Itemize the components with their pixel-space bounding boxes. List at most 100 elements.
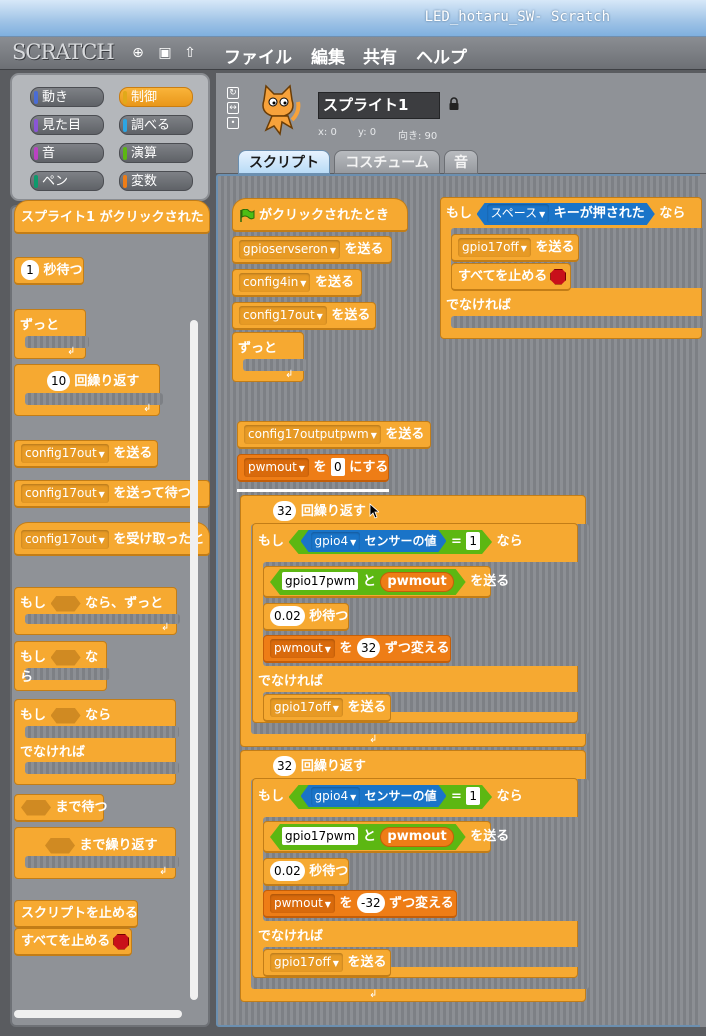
key-pressed-condition[interactable]: スペース ▼ キーが押された: [477, 203, 655, 225]
join-reporter[interactable]: gpio17pwm と pwmout: [270, 824, 466, 850]
equals-value-input[interactable]: 1: [466, 787, 480, 805]
equals-value-input[interactable]: 1: [466, 532, 480, 550]
sensor-dropdown[interactable]: gpio4 ▼: [311, 787, 361, 806]
broadcast-dropdown[interactable]: config4in ▼: [239, 273, 311, 292]
key-dropdown[interactable]: スペース ▼: [487, 204, 550, 223]
no-rotate-icon[interactable]: •: [227, 117, 239, 129]
palette-broadcast-and-wait[interactable]: config17out ▼ を送って待つ: [14, 480, 210, 508]
category-control[interactable]: 制御: [119, 87, 193, 107]
set-variable-block[interactable]: pwmout ▼ を 0 にする: [237, 454, 389, 482]
wait-block[interactable]: 0.02 秒待つ: [263, 603, 349, 631]
category-motion[interactable]: 動き: [30, 87, 104, 107]
broadcast-block[interactable]: gpio17off ▼ を送る: [263, 949, 391, 977]
sensor-value-reporter[interactable]: gpio4 ▼ センサーの値: [301, 785, 447, 807]
palette-broadcast[interactable]: config17out ▼ を送る: [14, 440, 158, 468]
join-reporter[interactable]: gpio17pwm と pwmout: [270, 569, 466, 595]
condition-slot[interactable]: [45, 837, 75, 854]
forever-block[interactable]: ずっと ↲: [232, 332, 307, 382]
change-value-input[interactable]: 32: [357, 638, 381, 658]
equals-condition[interactable]: gpio4 ▼ センサーの値 = 1: [289, 530, 493, 554]
category-operators[interactable]: 演算: [119, 143, 193, 163]
menu-help[interactable]: ヘルプ: [416, 48, 467, 68]
menu-file[interactable]: ファイル: [224, 48, 292, 68]
repeat-input[interactable]: 32: [273, 756, 297, 776]
repeat-input[interactable]: 10: [47, 371, 71, 391]
change-value-input[interactable]: -32: [357, 893, 385, 913]
variable-reporter[interactable]: pwmout: [380, 572, 453, 592]
palette-horizontal-scrollbar[interactable]: [14, 1010, 182, 1018]
palette-stop-all[interactable]: すべてを止める: [14, 928, 132, 956]
broadcast-dropdown[interactable]: gpioservseron ▼: [239, 240, 340, 259]
broadcast-dropdown[interactable]: gpio17off ▼: [270, 953, 343, 972]
variable-dropdown[interactable]: pwmout ▼: [270, 894, 335, 913]
broadcast-dropdown[interactable]: config17out ▼: [21, 444, 109, 463]
broadcast-block[interactable]: config17out ▼ を送る: [232, 302, 376, 330]
category-looks[interactable]: 見た目: [30, 115, 104, 135]
broadcast-dropdown[interactable]: config17out ▼: [21, 484, 109, 503]
category-pen[interactable]: ペン: [30, 171, 104, 191]
broadcast-block[interactable]: gpio17off ▼ を送る: [263, 694, 391, 722]
globe-icon[interactable]: ⊕: [132, 45, 144, 61]
sprite-name-field[interactable]: スプライト1: [318, 92, 440, 119]
palette-repeat[interactable]: 10 回繰り返す ↲: [14, 364, 163, 416]
condition-slot[interactable]: [50, 649, 81, 666]
join-text-input[interactable]: gpio17pwm: [282, 572, 358, 590]
palette-if-forever[interactable]: もし なら、ずっと ↲: [14, 587, 180, 635]
sprite-cat-thumbnail[interactable]: [252, 82, 302, 136]
palette-if-else[interactable]: もし なら でなければ: [14, 699, 179, 785]
lock-icon[interactable]: [448, 97, 460, 111]
condition-slot[interactable]: [21, 799, 51, 816]
category-sound[interactable]: 音: [30, 143, 104, 163]
condition-slot[interactable]: [50, 707, 81, 724]
equals-condition[interactable]: gpio4 ▼ センサーの値 = 1: [289, 785, 493, 809]
broadcast-dropdown[interactable]: config17outputpwm ▼: [244, 425, 381, 444]
wait-block[interactable]: 0.02 秒待つ: [263, 858, 349, 886]
broadcast-block[interactable]: config17outputpwm ▼ を送る: [237, 421, 431, 449]
repeat-input[interactable]: 32: [273, 501, 297, 521]
palette-stop-script[interactable]: スクリプトを止める: [14, 900, 138, 928]
wait-input[interactable]: 0.02: [270, 861, 305, 881]
change-variable-block[interactable]: pwmout ▼ を -32 ずつ変える: [263, 890, 457, 918]
sensor-dropdown[interactable]: gpio4 ▼: [311, 532, 361, 551]
tab-costumes[interactable]: コスチューム: [334, 150, 440, 174]
category-sensing[interactable]: 調べる: [119, 115, 193, 135]
set-value-input[interactable]: 0: [331, 458, 345, 476]
sensor-value-reporter[interactable]: gpio4 ▼ センサーの値: [301, 530, 447, 552]
join-text-input[interactable]: gpio17pwm: [282, 827, 358, 845]
broadcast-block[interactable]: gpio17pwm と pwmout を送る: [263, 821, 509, 853]
palette-repeat-until[interactable]: まで繰り返す ↲: [14, 827, 179, 879]
broadcast-block[interactable]: gpio17pwm と pwmout を送る: [263, 566, 509, 598]
save-icon[interactable]: ▣: [158, 45, 172, 61]
palette-wait-until[interactable]: まで待つ: [14, 794, 108, 822]
palette-when-sprite-clicked[interactable]: スプライト1 がクリックされた: [14, 200, 210, 234]
broadcast-block[interactable]: config4in ▼ を送る: [232, 269, 362, 297]
broadcast-dropdown[interactable]: gpio17off ▼: [458, 238, 531, 257]
variable-dropdown[interactable]: pwmout ▼: [244, 458, 309, 477]
category-variables[interactable]: 変数: [119, 171, 193, 191]
palette-wait[interactable]: 1 秒待つ: [14, 257, 84, 285]
when-flag-clicked-hat[interactable]: がクリックされたとき: [232, 198, 408, 232]
share-icon[interactable]: ⇧: [184, 45, 196, 61]
condition-slot[interactable]: [50, 595, 81, 612]
wait-input[interactable]: 0.02: [270, 606, 305, 626]
variable-dropdown[interactable]: pwmout ▼: [270, 639, 335, 658]
change-variable-block[interactable]: pwmout ▼ を 32 ずつ変える: [263, 635, 451, 663]
stop-all-block[interactable]: すべてを止める: [451, 263, 571, 291]
broadcast-block[interactable]: gpioservseron ▼ を送る: [232, 236, 392, 264]
variable-reporter[interactable]: pwmout: [380, 827, 453, 847]
rotate-full-icon[interactable]: ↻: [227, 87, 239, 99]
wait-input[interactable]: 1: [21, 260, 39, 280]
palette-if[interactable]: もし なら: [14, 641, 110, 691]
tab-sounds[interactable]: 音: [444, 150, 478, 174]
broadcast-block[interactable]: gpio17off ▼ を送る: [451, 234, 579, 262]
palette-vertical-scrollbar[interactable]: [190, 320, 198, 1000]
menu-edit[interactable]: 編集: [311, 48, 345, 68]
menu-share[interactable]: 共有: [363, 48, 397, 68]
broadcast-dropdown[interactable]: gpio17off ▼: [270, 698, 343, 717]
broadcast-dropdown[interactable]: config17out ▼: [239, 306, 327, 325]
tab-scripts[interactable]: スクリプト: [238, 150, 330, 174]
palette-when-receive[interactable]: config17out ▼ を受け取ったと: [14, 522, 210, 556]
rotate-leftright-icon[interactable]: ↔: [227, 102, 239, 114]
palette-forever[interactable]: ずっと ↲: [14, 309, 89, 359]
receive-dropdown[interactable]: config17out ▼: [21, 530, 109, 549]
